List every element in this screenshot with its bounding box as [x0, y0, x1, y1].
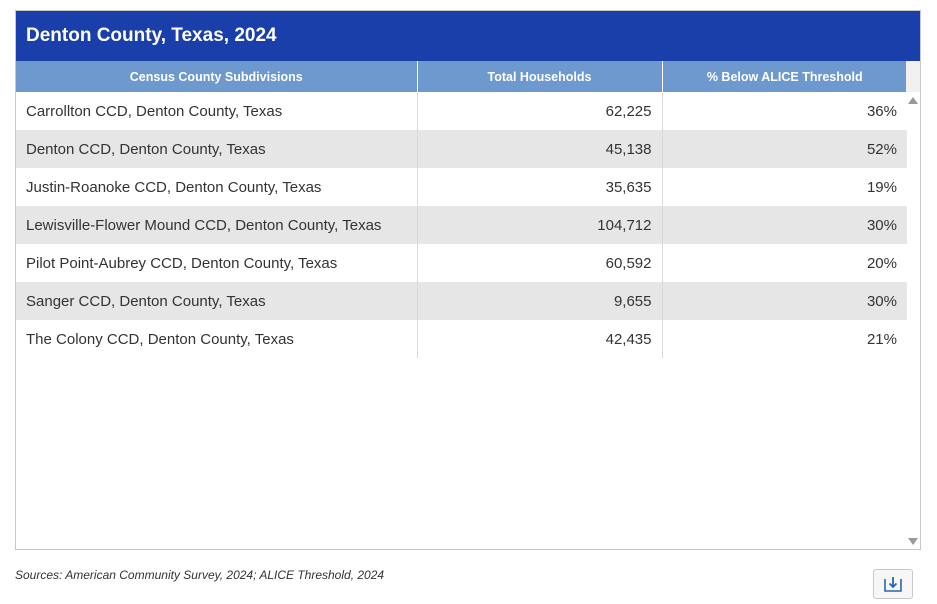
scroll-down-arrow-icon[interactable]: [908, 538, 918, 545]
cell-subdivision: Carrollton CCD, Denton County, Texas: [16, 92, 418, 130]
cell-households: 35,635: [417, 168, 663, 206]
cell-alice-pct: 20%: [866, 254, 897, 272]
table-row: Carrollton CCD, Denton County, Texas 62,…: [16, 92, 907, 130]
table-row: The Colony CCD, Denton County, Texas 42,…: [16, 320, 907, 358]
cell-subdivision: The Colony CCD, Denton County, Texas: [16, 320, 418, 358]
table-row: Lewisville-Flower Mound CCD, Denton Coun…: [16, 206, 907, 244]
data-table: Census County Subdivisions Total Househo…: [16, 61, 907, 358]
download-button[interactable]: [873, 569, 913, 599]
cell-alice-pct: 21%: [866, 330, 897, 348]
title-bar: Denton County, Texas, 2024: [16, 11, 920, 61]
cell-subdivision: Denton CCD, Denton County, Texas: [16, 130, 418, 168]
scroll-up-arrow-icon[interactable]: [908, 97, 918, 104]
cell-subdivision: Pilot Point-Aubrey CCD, Denton County, T…: [16, 244, 418, 282]
cell-households: 42,435: [417, 320, 663, 358]
cell-alice-pct: 30%: [662, 206, 907, 244]
table-row: Pilot Point-Aubrey CCD, Denton County, T…: [16, 244, 907, 282]
cell-households: 62,225: [417, 92, 663, 130]
page-title: Denton County, Texas, 2024: [26, 25, 277, 46]
cell-households: 104,712: [417, 206, 663, 244]
column-header-alice[interactable]: % Below ALICE Threshold: [662, 61, 907, 92]
cell-alice-pct: 19%: [866, 178, 897, 196]
download-icon: [884, 577, 902, 592]
cell-subdivision: Lewisville-Flower Mound CCD, Denton Coun…: [16, 206, 418, 244]
table-row: Sanger CCD, Denton County, Texas 9,655 3…: [16, 282, 907, 320]
cell-households: 9,655: [417, 282, 663, 320]
column-header-households[interactable]: Total Households: [417, 61, 663, 92]
cell-alice-pct: 36%: [866, 102, 897, 120]
cell-subdivision: Sanger CCD, Denton County, Texas: [16, 282, 418, 320]
header-row: Census County Subdivisions Total Househo…: [16, 61, 907, 92]
cell-households: 60,592: [417, 244, 663, 282]
table-row: Denton CCD, Denton County, Texas 45,138 …: [16, 130, 907, 168]
table-widget: Denton County, Texas, 2024 Census County…: [15, 10, 921, 550]
cell-alice-pct: 52%: [662, 130, 907, 168]
cell-subdivision: Justin-Roanoke CCD, Denton County, Texas: [16, 168, 418, 206]
column-header-subdivision[interactable]: Census County Subdivisions: [16, 61, 418, 92]
scrollbar-header-pad: [906, 61, 920, 92]
cell-households: 45,138: [417, 130, 663, 168]
sources-note: Sources: American Community Survey, 2024…: [15, 568, 385, 582]
cell-alice-pct: 30%: [662, 282, 907, 320]
table-row: Justin-Roanoke CCD, Denton County, Texas…: [16, 168, 907, 206]
